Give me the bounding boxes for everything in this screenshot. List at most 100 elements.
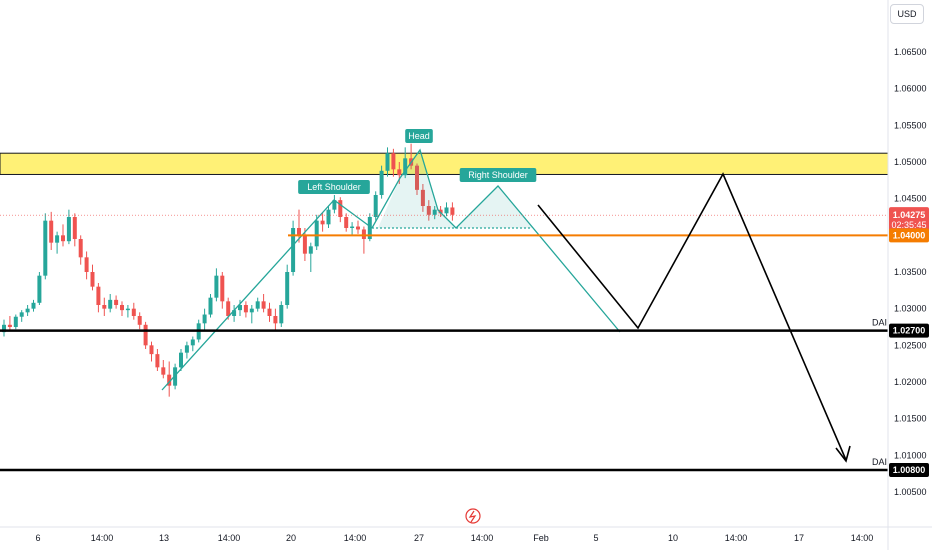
candles-layer xyxy=(2,143,455,397)
current-price-badge xyxy=(889,207,929,233)
time-tick-label: 10 xyxy=(668,533,678,543)
candle-body xyxy=(432,209,437,215)
left-shoulder-line xyxy=(161,199,373,391)
head-right-line xyxy=(371,148,621,333)
candle-body xyxy=(420,189,425,206)
candle-body xyxy=(167,374,172,386)
candle-body xyxy=(255,301,260,309)
current-price-label: 1.04275 xyxy=(893,210,926,220)
candle-body xyxy=(302,235,307,254)
time-tick-label: 6 xyxy=(35,533,40,543)
candle-body xyxy=(96,286,101,305)
pattern-label: Right Shoulder xyxy=(468,170,528,180)
candle-body xyxy=(320,220,325,225)
candle-body xyxy=(361,229,366,239)
price-tick-label: 1.01000 xyxy=(894,450,927,460)
price-tick-label: 1.01500 xyxy=(894,414,927,424)
candle-body xyxy=(161,367,166,375)
currency-button[interactable]: USD xyxy=(890,4,924,24)
candle-body xyxy=(391,153,396,170)
candle-body xyxy=(243,305,248,313)
candle-body xyxy=(13,316,18,327)
candle-body xyxy=(2,324,6,333)
candle-body xyxy=(356,226,360,230)
candle-body xyxy=(415,165,419,190)
dai-badge xyxy=(889,463,929,477)
countdown-label: 02:35:45 xyxy=(891,220,926,230)
candle-body xyxy=(338,200,343,217)
candle-body xyxy=(61,235,65,242)
time-tick-label: 14:00 xyxy=(91,533,114,543)
candle-body xyxy=(308,246,313,254)
dai-badge-label: 1.02700 xyxy=(893,326,926,336)
price-tick-label: 1.03500 xyxy=(894,267,927,277)
candle-body xyxy=(350,226,355,228)
candle-body xyxy=(297,228,301,236)
zone-layer xyxy=(0,152,889,175)
candle-body xyxy=(90,272,95,287)
candle-body xyxy=(326,209,331,225)
candle-body xyxy=(173,367,178,386)
dai-label: DAI xyxy=(872,457,887,467)
candle-body xyxy=(155,354,160,368)
price-tick-label: 1.06500 xyxy=(894,47,927,57)
candle-body xyxy=(367,217,372,239)
orange-level-label: 1.04000 xyxy=(893,230,926,240)
candle-body xyxy=(261,301,266,309)
candle-body xyxy=(273,316,278,324)
price-tick-label: 1.02500 xyxy=(894,340,927,350)
dai-label: DAI xyxy=(872,318,887,328)
candle-body xyxy=(19,312,24,317)
pattern-label-bg xyxy=(405,129,433,143)
candle-body xyxy=(37,275,42,303)
candle-body xyxy=(55,235,60,243)
candle-body xyxy=(43,220,48,276)
time-tick-label: 20 xyxy=(286,533,296,543)
pattern-label: Head xyxy=(408,131,430,141)
levels-layer: DAI DAI xyxy=(0,214,888,472)
candle-body xyxy=(131,308,136,316)
candle-body xyxy=(72,217,77,239)
candle-body xyxy=(450,207,455,215)
candle-body xyxy=(403,158,408,176)
candle-body xyxy=(208,297,213,315)
candle-body xyxy=(249,308,254,313)
candle-body xyxy=(373,195,378,217)
candle-body xyxy=(379,170,384,195)
candle-body xyxy=(84,257,89,272)
candle-body xyxy=(385,153,390,171)
time-tick-label: 17 xyxy=(794,533,804,543)
time-tick-label: 14:00 xyxy=(344,533,367,543)
pattern-label-bg xyxy=(298,180,370,194)
projection-arrowhead xyxy=(835,445,851,463)
supply-zone xyxy=(0,152,889,175)
candle-body xyxy=(214,275,219,298)
candle-body xyxy=(114,299,119,305)
candle-body xyxy=(66,217,71,242)
price-tick-label: 1.03000 xyxy=(894,304,927,314)
candle-body xyxy=(285,272,290,305)
projection-path xyxy=(537,172,847,461)
candle-body xyxy=(25,308,30,313)
pattern-label-bg xyxy=(459,168,537,182)
price-tick-label: 1.00500 xyxy=(894,487,927,497)
tradingview-logo-icon[interactable] xyxy=(465,508,481,524)
candle-body xyxy=(426,206,431,215)
time-axis[interactable]: 6 14:00 13 14:00 20 14:00 27 14:00 Feb 5 10 14:00 17… xyxy=(0,526,932,543)
time-tick-label: 14:00 xyxy=(218,533,241,543)
time-tick-label: Feb xyxy=(533,533,549,543)
candle-body xyxy=(184,345,189,353)
candle-body xyxy=(7,324,12,327)
logo-ring xyxy=(465,508,481,524)
candle-body xyxy=(438,209,443,214)
candle-body xyxy=(190,339,195,346)
candle-body xyxy=(232,310,237,316)
candle-body xyxy=(314,220,319,247)
candle-body xyxy=(78,239,83,258)
orange-level-badge xyxy=(889,228,929,243)
time-tick-label: 27 xyxy=(414,533,424,543)
candle-body xyxy=(120,305,124,311)
candle-body xyxy=(220,275,225,302)
projection-layer xyxy=(537,172,851,463)
